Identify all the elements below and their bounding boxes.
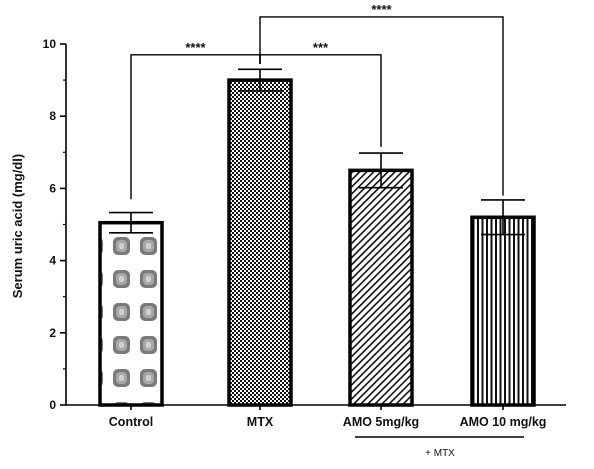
y-tick-label-4: 8 — [49, 109, 56, 123]
y-tick-label-3: 6 — [49, 181, 56, 195]
bar-2 — [227, 78, 293, 407]
category-label-4: AMO 10 mg/kg — [460, 415, 547, 429]
significance-bracket-3 — [259, 16, 504, 196]
bar-3 — [348, 168, 414, 407]
category-label-3: AMO 5mg/kg — [343, 415, 419, 429]
significance-label-3: **** — [371, 2, 392, 17]
y-axis-label: Serum uric acid (mg/dl) — [10, 154, 25, 298]
y-tick-label-2: 4 — [49, 254, 56, 268]
category-label-1: Control — [109, 415, 153, 429]
significance-brackets: **** ******* — [130, 2, 504, 200]
significance-label-1: **** — [185, 40, 206, 55]
y-tick-label-0: 0 — [49, 398, 56, 412]
significance-label-2: *** — [313, 40, 329, 55]
category-label-2: MTX — [247, 415, 274, 429]
bar-1 — [98, 220, 164, 407]
group-note-label: + MTX — [425, 448, 455, 459]
axes: 0 2 4 6 8 10 — [43, 37, 566, 438]
bar-4 — [470, 215, 536, 407]
y-tick-label-1: 2 — [49, 326, 56, 340]
bars: Control MTX AMO 5mg/kg AMO 10 mg/kg — [98, 68, 547, 429]
y-tick-label-5: 10 — [43, 37, 57, 51]
